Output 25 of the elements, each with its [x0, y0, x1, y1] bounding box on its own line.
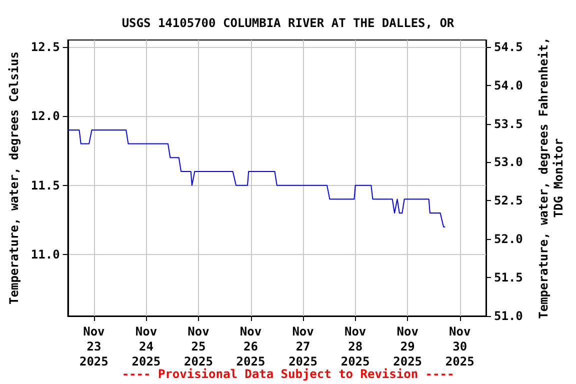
y2-tick-label: 51.0 — [494, 309, 523, 323]
y-tick-label: 12.5 — [30, 40, 60, 54]
chart-title: USGS 14105700 COLUMBIA RIVER AT THE DALLES, OR — [122, 16, 455, 30]
x-tick-label: Nov 24 2025 — [132, 324, 161, 368]
y-tick-label: 12.0 — [30, 109, 60, 124]
y2-tick-label: 54.5 — [494, 40, 523, 54]
y-axis-title: Temperature, water, degrees Celsius — [7, 52, 21, 304]
x-tick-label: Nov 30 2025 — [445, 324, 474, 368]
x-tick-label: Nov 27 2025 — [288, 324, 318, 368]
x-tick-label: Nov 26 2025 — [236, 324, 266, 368]
y2-axis-title: Temperature, water, degrees Fahrenheit, TDG Monitor — [536, 37, 566, 319]
y2-tick-label: 54.0 — [494, 78, 523, 92]
x-tick-label: Nov 23 2025 — [79, 324, 108, 368]
x-tick-label: Nov 29 2025 — [393, 324, 422, 368]
y-tick-label: 11.0 — [30, 248, 60, 262]
y2-tick-label: 53.0 — [494, 155, 523, 170]
y2-tick-label: 53.5 — [494, 116, 523, 131]
y2-tick-label: 51.5 — [494, 270, 523, 285]
line-series — [67, 129, 446, 228]
x-tick-label: Nov 25 2025 — [184, 324, 213, 368]
y2-tick-label: 52.5 — [494, 194, 523, 208]
y-tick-label: 11.5 — [30, 178, 60, 192]
x-tick-label: Nov 28 2025 — [340, 324, 370, 368]
text: ---- Provisional Data Subject to Revision ---- — [122, 367, 454, 381]
y2-tick-label: 52.0 — [494, 232, 523, 246]
